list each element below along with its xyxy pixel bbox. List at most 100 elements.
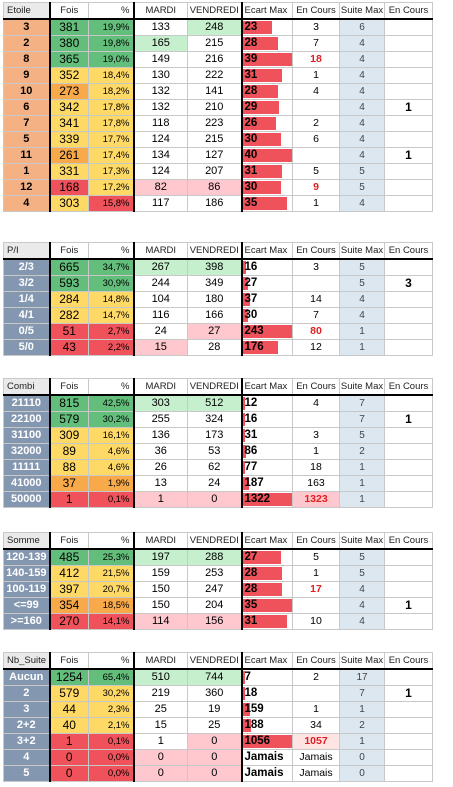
suite-max-cell: 4: [339, 131, 385, 148]
table-row: 12 168 17,2% 82 86 30 9 5: [3, 179, 433, 196]
vendredi-cell: 62: [187, 459, 243, 476]
ecart-max-value: 12: [244, 397, 258, 409]
en-cours-cell: 10: [292, 613, 340, 630]
row-label: 41000: [3, 475, 51, 492]
ecart-max-value: 29: [244, 101, 258, 113]
count-cell: 665: [49, 258, 89, 276]
en-cours-cell: 17: [292, 581, 340, 598]
ecart-max-bar: [242, 101, 280, 114]
suite-max-cell: 4: [339, 291, 385, 308]
vendredi-cell: 349: [187, 275, 243, 292]
column-header: MARDI: [133, 378, 188, 396]
suite-max-cell: 7: [339, 394, 385, 412]
column-header: %: [88, 378, 135, 396]
suite-en-cours-cell: [384, 565, 433, 582]
mardi-cell: 165: [133, 35, 188, 52]
column-header: En Cours: [292, 378, 340, 396]
ecart-max-cell: 30: [241, 307, 293, 324]
row-label: 120-139: [3, 548, 51, 566]
suite-en-cours-cell: [384, 35, 433, 52]
percent-cell: 17,4%: [88, 147, 135, 164]
suite-en-cours-cell: 3: [384, 275, 433, 292]
count-cell: 1254: [49, 668, 89, 686]
mardi-cell: 219: [133, 685, 188, 702]
suite-max-cell: 5: [339, 258, 385, 276]
vendredi-cell: 360: [187, 685, 243, 702]
table-row: 4 0 0,0% 0 0 Jamais Jamais 0: [3, 749, 433, 766]
en-cours-cell: 1: [292, 443, 340, 460]
ecart-max-value: 1322: [244, 493, 271, 505]
ecart-max-cell: 29: [241, 99, 293, 116]
suite-en-cours-cell: [384, 443, 433, 460]
count-cell: 341: [49, 115, 89, 132]
vendredi-cell: 25: [187, 717, 243, 734]
vendredi-cell: 19: [187, 701, 243, 718]
percent-cell: 4,6%: [88, 443, 135, 460]
suite-en-cours-cell: 1: [384, 685, 433, 702]
table-row: 3+2 1 0,1% 1 0 1056 1057 1: [3, 733, 433, 750]
mardi-cell: 24: [133, 323, 188, 340]
table-row: 4/1 282 14,7% 116 166 30 7 4: [3, 307, 433, 324]
row-label: 140-159: [3, 565, 51, 582]
mardi-cell: 82: [133, 179, 188, 196]
suite-en-cours-cell: [384, 701, 433, 718]
suite-max-cell: 4: [339, 67, 385, 84]
ecart-max-cell: 31: [241, 163, 293, 180]
ecart-max-bar: [242, 37, 279, 50]
column-header: Suite Max: [339, 532, 385, 550]
row-label: 3: [3, 18, 51, 36]
percent-cell: 17,8%: [88, 99, 135, 116]
ecart-max-cell: 28: [241, 83, 293, 100]
row-label: 8: [3, 51, 51, 68]
en-cours-cell: [292, 275, 340, 292]
column-header: Fois: [49, 2, 89, 20]
table-row: 11111 88 4,6% 26 62 77 18 1: [3, 459, 433, 476]
percent-cell: 14,8%: [88, 291, 135, 308]
table-row: 6 342 17,8% 132 210 29 4 1: [3, 99, 433, 116]
row-label: 11111: [3, 459, 51, 476]
ecart-max-cell: 187: [241, 475, 293, 492]
ecart-max-value: 7: [244, 671, 251, 683]
vendredi-cell: 166: [187, 307, 243, 324]
en-cours-cell: 1: [292, 195, 340, 212]
ecart-max-bar: [242, 149, 292, 162]
row-label: 2: [3, 35, 51, 52]
row-label: >=160: [3, 613, 51, 630]
ecart-max-value: 26: [244, 117, 258, 129]
ecart-max-cell: 7: [241, 668, 293, 686]
ecart-max-cell: 37: [241, 291, 293, 308]
mardi-cell: 0: [133, 749, 188, 766]
percent-cell: 0,1%: [88, 491, 135, 508]
column-header: VENDREDI: [187, 532, 243, 550]
count-cell: 270: [49, 613, 89, 630]
vendredi-cell: 247: [187, 581, 243, 598]
suite-max-cell: 1: [339, 339, 385, 356]
table-header-row: Etoile Fois% MARDI VENDREDI Ecart Max En Cour…: [3, 2, 433, 20]
suite-max-cell: 2: [339, 717, 385, 734]
suite-max-cell: 1: [339, 475, 385, 492]
row-label: 9: [3, 67, 51, 84]
en-cours-cell: 9: [292, 179, 340, 196]
suite-max-cell: 0: [339, 749, 385, 766]
mardi-cell: 15: [133, 339, 188, 356]
ecart-max-value: 35: [244, 197, 258, 209]
ecart-max-value: 30: [244, 133, 258, 145]
ecart-max-cell: 40: [241, 147, 293, 164]
table-row: 0/5 51 2,7% 24 27 243 80 1: [3, 323, 433, 340]
suite-max-cell: 4: [339, 115, 385, 132]
table-row: 10 273 18,2% 132 141 28 4 4: [3, 83, 433, 100]
ecart-max-value: 31: [244, 429, 258, 441]
table-row: 32000 89 4,6% 36 53 86 1 2: [3, 443, 433, 460]
percent-cell: 17,8%: [88, 115, 135, 132]
table-row: 21110 815 42,5% 303 512 12 4 7: [3, 394, 433, 412]
mardi-cell: 267: [133, 258, 188, 276]
row-label: 2/3: [3, 258, 51, 276]
ecart-max-value: 176: [244, 341, 264, 353]
count-cell: 51: [49, 323, 89, 340]
column-header: En Cours: [292, 532, 340, 550]
mardi-cell: 124: [133, 163, 188, 180]
ecart-max-cell: 16: [241, 258, 293, 276]
suite-max-cell: 4: [339, 51, 385, 68]
ecart-max-value: 86: [244, 445, 258, 457]
